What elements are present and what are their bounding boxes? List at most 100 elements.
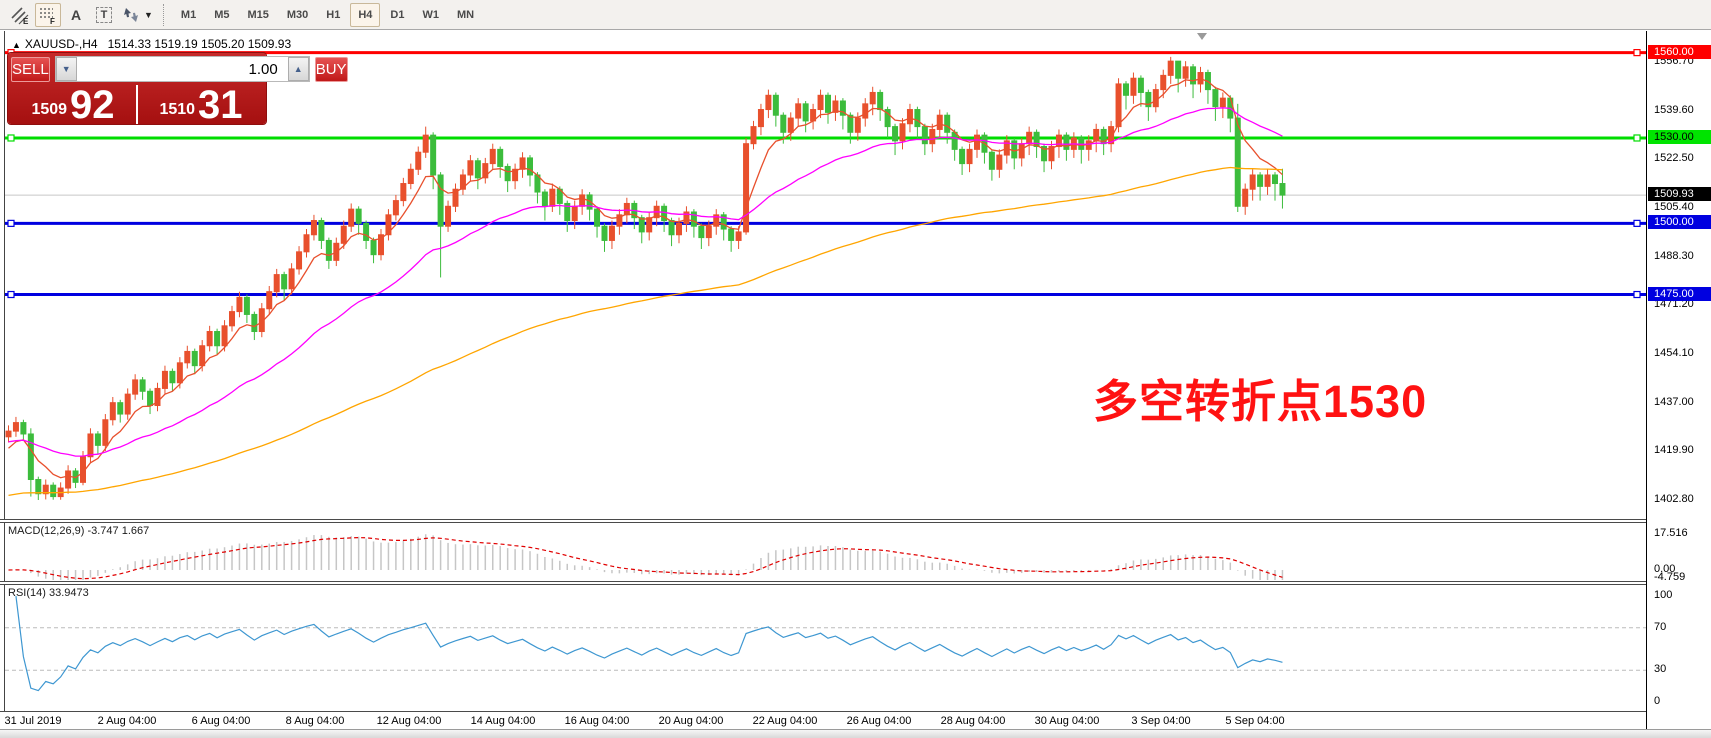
timeframe-button-h1[interactable]: H1 (326, 8, 341, 21)
chart-area: ▲ XAUUSD-,H4 1514.33 1519.19 1505.20 1509.… (0, 31, 1711, 738)
time-tick-label: 3 Sep 04:00 (1131, 715, 1191, 727)
rsi-axis-label: 70 (1654, 620, 1667, 633)
time-tick-label: 31 Jul 2019 (4, 715, 62, 727)
rsi-pane (5, 595, 1646, 692)
ask-price-big: 31 (198, 83, 243, 127)
time-tick-label: 2 Aug 04:00 (97, 715, 157, 727)
hline-handle[interactable] (1633, 49, 1641, 57)
time-tick-label: 5 Sep 04:00 (1225, 715, 1285, 727)
bid-price-big: 92 (70, 83, 115, 127)
hline-handle[interactable] (1633, 134, 1641, 142)
hline-handle[interactable] (7, 290, 15, 299)
time-tick-label: 12 Aug 04:00 (376, 715, 442, 727)
text-label-icon[interactable]: T (91, 3, 117, 27)
timeframe-button-m15[interactable]: M15 (247, 8, 269, 21)
macd-axis-label: 0.00 (1654, 563, 1676, 575)
timeframe-button-m5[interactable]: M5 (214, 8, 230, 21)
macd-indicator-label: MACD(12,26,9) -3.747 1.667 (8, 525, 150, 537)
rsi-line (15, 595, 1283, 692)
macd-axis-label: -4.759 (1654, 571, 1686, 583)
ma-mid-line (8, 107, 1283, 457)
svg-text:E: E (23, 17, 29, 25)
hline-handle[interactable] (7, 219, 15, 227)
price-axis[interactable]: 1556.70 1539.60 1522.50 1505.40 1488.30 1471.… (1646, 31, 1711, 729)
price-tick-label: 1437.00 (1654, 395, 1694, 408)
volume-decrease-button[interactable]: ▼ (55, 57, 77, 81)
svg-text:F: F (50, 17, 55, 25)
status-bar (0, 729, 1711, 738)
buy-button[interactable]: BUY (314, 56, 348, 82)
time-tick-label: 20 Aug 04:00 (658, 715, 724, 727)
pane-splitter-macd[interactable] (0, 519, 1711, 523)
chart-text-annotation[interactable]: 多空转折点1530 (1093, 376, 1428, 427)
time-tick-label: 26 Aug 04:00 (846, 715, 912, 727)
time-tick-label: 28 Aug 04:00 (940, 715, 1006, 727)
volume-input[interactable] (76, 57, 288, 81)
time-tick-label: 16 Aug 04:00 (564, 715, 630, 727)
time-tick-label: 30 Aug 04:00 (1034, 715, 1100, 727)
price-badge: 1475.00 (1648, 286, 1711, 301)
timeframe-button-m30[interactable]: M30 (286, 8, 309, 21)
chart-canvas[interactable] (0, 31, 1711, 730)
text-icon[interactable]: A (70, 6, 82, 23)
ohlc-values: 1514.33 1519.19 1505.20 1509.93 (107, 37, 292, 51)
timeframe-button-m1[interactable]: M1 (180, 8, 197, 21)
price-badge: 1509.93 (1648, 187, 1711, 202)
price-tick-label: 1488.30 (1654, 249, 1694, 262)
price-tick-label: 1539.60 (1654, 103, 1694, 116)
macd-axis-label: 17.516 (1654, 527, 1688, 539)
quote-divider (136, 85, 138, 124)
rsi-axis-label: 30 (1654, 663, 1667, 676)
equidistant-channel-icon[interactable]: E (7, 3, 33, 27)
time-axis[interactable]: 31 Jul 2019 2 Aug 04:00 6 Aug 04:00 8 Aug 0… (0, 712, 1646, 730)
price-tick-label: 1454.10 (1654, 346, 1694, 359)
fibonacci-retracement-icon[interactable]: F (35, 2, 61, 27)
volume-spinner: ▼ ▲ (54, 56, 310, 82)
price-badge: 1500.00 (1648, 215, 1711, 230)
symbol-header: ▲ XAUUSD-,H4 1514.33 1519.19 1505.20 1509.… (12, 37, 291, 51)
rsi-indicator-label: RSI(14) 33.9473 (8, 587, 89, 599)
chart-left-border (4, 31, 5, 729)
ma-fast-line (8, 78, 1283, 479)
pane-splitter-rsi[interactable] (0, 581, 1711, 585)
symbol-period: XAUUSD-,H4 (24, 37, 98, 51)
toolbar: E F A T ▼ M1 M5 M15 M30 H1 H4 D1 W1 MN (0, 0, 1711, 30)
price-tick-label: 1522.50 (1654, 152, 1694, 165)
hline-handle[interactable] (1633, 290, 1641, 299)
hline-handle[interactable] (7, 134, 15, 142)
volume-increase-button[interactable]: ▲ (287, 57, 309, 81)
time-tick-label: 6 Aug 04:00 (191, 715, 251, 727)
price-badge: 1560.00 (1648, 44, 1711, 59)
macd-pane (8, 534, 1284, 580)
time-tick-label: 8 Aug 04:00 (285, 715, 345, 727)
price-tick-label: 1419.90 (1654, 444, 1694, 457)
arrow-objects-dropdown-icon[interactable]: ▼ (144, 9, 153, 20)
ask-price-small: 1510 (159, 101, 196, 118)
timeframe-button-mn[interactable]: MN (456, 8, 475, 21)
price-tick-label: 1402.80 (1654, 492, 1694, 505)
rsi-axis-label: 100 (1654, 589, 1673, 601)
sell-button[interactable]: SELL (11, 56, 50, 82)
symbol-marker-icon: ▲ (12, 40, 21, 50)
timeframe-button-h4[interactable]: H4 (350, 2, 381, 27)
rsi-pane-bottom-border (0, 711, 1711, 712)
price-tick-label: 1505.40 (1654, 200, 1694, 213)
one-click-trade-panel: SELL ▼ ▲ BUY 1509 92 1510 31 (8, 53, 348, 127)
ask-price[interactable]: 1510 31 (139, 83, 263, 127)
chart-shift-marker-icon[interactable] (1197, 33, 1207, 40)
horizontal-lines (5, 49, 1646, 299)
price-tick-label: 1471.20 (1654, 298, 1694, 311)
bid-price-small: 1509 (31, 101, 68, 118)
hline-handle[interactable] (1633, 219, 1641, 227)
ma-slow-line (8, 166, 1283, 497)
timeframe-button-d1[interactable]: D1 (390, 8, 405, 21)
time-tick-label: 14 Aug 04:00 (470, 715, 536, 727)
rsi-axis-label: 0 (1654, 695, 1661, 707)
macd-signal-line (8, 536, 1283, 580)
bid-price[interactable]: 1509 92 (11, 83, 135, 127)
price-badge: 1530.00 (1648, 129, 1711, 144)
arrow-objects-icon[interactable]: ▼ (119, 3, 154, 27)
timeframe-button-w1[interactable]: W1 (422, 8, 439, 21)
toolbar-separator (162, 3, 164, 26)
